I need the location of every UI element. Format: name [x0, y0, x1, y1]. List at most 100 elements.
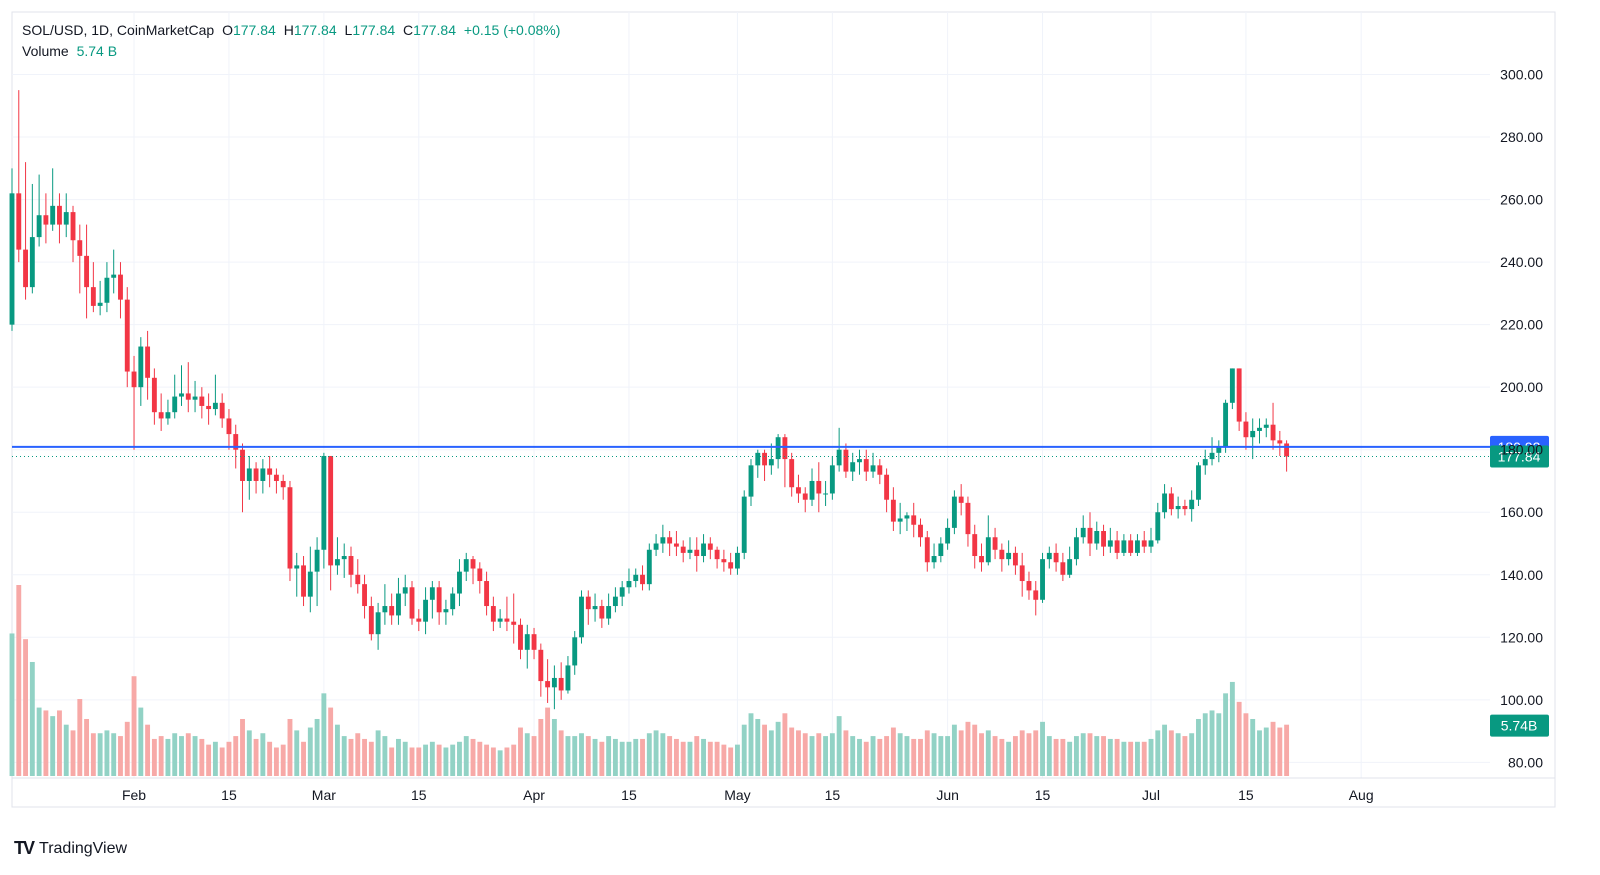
candle-body — [545, 681, 551, 688]
volume-bar — [1236, 701, 1242, 776]
volume-bar — [341, 736, 347, 776]
candle-body — [450, 593, 456, 610]
candle-body — [816, 480, 822, 494]
volume-bar — [334, 724, 340, 776]
volume-bar — [1141, 741, 1147, 776]
candle-body — [694, 549, 700, 557]
volume-bar — [951, 724, 957, 776]
volume-bar — [1257, 730, 1262, 776]
candle-body — [931, 556, 937, 563]
volume-bar — [633, 738, 639, 776]
volume-bar — [612, 738, 618, 776]
volume-bar — [877, 738, 883, 776]
volume-bar — [1019, 730, 1025, 776]
volume-bar — [280, 744, 286, 776]
candle-body — [1257, 427, 1262, 431]
volume-bar — [450, 744, 456, 776]
y-tick-label: 200.00 — [1500, 379, 1543, 395]
candle-body — [979, 556, 984, 563]
x-tick-label: Apr — [523, 787, 545, 803]
candle-body — [911, 515, 917, 525]
change-value: +0.15 (+0.08%) — [463, 22, 561, 38]
volume-bar — [314, 718, 320, 776]
volume-bar — [1026, 733, 1032, 776]
candle-body — [314, 549, 320, 572]
candle-body — [897, 518, 903, 522]
volume-bar — [890, 727, 896, 776]
candle-body — [131, 371, 137, 388]
tradingview-footer[interactable]: TV TradingView — [14, 838, 127, 859]
candle-body — [789, 459, 795, 488]
volume-bar — [789, 727, 795, 776]
volume-bar — [497, 750, 503, 776]
volume-bar — [979, 733, 984, 776]
volume-bar — [1006, 741, 1012, 776]
candle-body — [904, 515, 910, 519]
volume-bars — [9, 585, 1290, 776]
volume-bar — [836, 716, 842, 776]
volume-bar — [219, 747, 225, 776]
volume-bar — [328, 707, 334, 776]
x-tick-label: Feb — [122, 787, 146, 803]
volume-bar — [572, 736, 578, 776]
volume-bar — [1053, 738, 1059, 776]
y-tick-label: 240.00 — [1500, 254, 1543, 270]
candle-body — [199, 396, 205, 406]
candle-body — [551, 677, 557, 688]
candle-body — [497, 618, 503, 622]
volume-bar — [1162, 724, 1168, 776]
candle-body — [538, 649, 544, 682]
volume-bar — [972, 724, 978, 776]
y-tick-label: 280.00 — [1500, 129, 1543, 145]
volume-bar — [111, 733, 117, 776]
candle-body — [999, 549, 1005, 560]
volume-bar — [958, 730, 964, 776]
candle-body — [701, 543, 706, 557]
candle-body — [863, 459, 869, 472]
volume-bar — [151, 738, 157, 776]
volume-bar — [680, 741, 686, 776]
volume-bar — [870, 736, 876, 776]
candle-body — [1263, 424, 1269, 428]
volume-bar — [1209, 710, 1215, 776]
candle-body — [1284, 443, 1290, 457]
candle-body — [145, 346, 151, 378]
volume-bar — [463, 736, 469, 776]
volume-bar — [850, 736, 856, 776]
volume-bar — [29, 661, 35, 776]
volume-bar — [43, 710, 49, 776]
volume-bar — [714, 741, 720, 776]
volume-bar — [1080, 733, 1086, 776]
candle-body — [423, 599, 429, 622]
last-price-label: 177.84 — [1498, 448, 1541, 464]
volume-bar — [667, 736, 673, 776]
candle-body — [951, 496, 957, 528]
chart-frame — [11, 11, 1556, 808]
candle-body — [857, 459, 862, 463]
volume-bar — [1175, 733, 1181, 776]
volume-bar — [477, 741, 483, 776]
volume-bar — [775, 721, 781, 776]
candle-body — [267, 468, 273, 475]
volume-bar — [755, 718, 761, 776]
volume-bar — [518, 727, 523, 776]
volume-bar — [260, 733, 266, 776]
candle-body — [219, 402, 225, 419]
candle-body — [1155, 512, 1161, 541]
candle-body — [294, 565, 300, 569]
volume-bar — [1250, 718, 1256, 776]
candle-body — [463, 559, 469, 572]
candle-body — [579, 596, 584, 638]
x-tick-label: 15 — [1238, 787, 1254, 803]
candle-body — [667, 537, 673, 544]
candle-body — [484, 581, 490, 607]
candle-body — [673, 543, 679, 547]
volume-badge — [1490, 714, 1549, 737]
volume-bar — [57, 710, 62, 776]
y-tick-label: 160.00 — [1500, 504, 1543, 520]
volume-bar — [16, 585, 22, 776]
volume-bar — [1094, 736, 1100, 776]
volume-bar — [558, 730, 564, 776]
